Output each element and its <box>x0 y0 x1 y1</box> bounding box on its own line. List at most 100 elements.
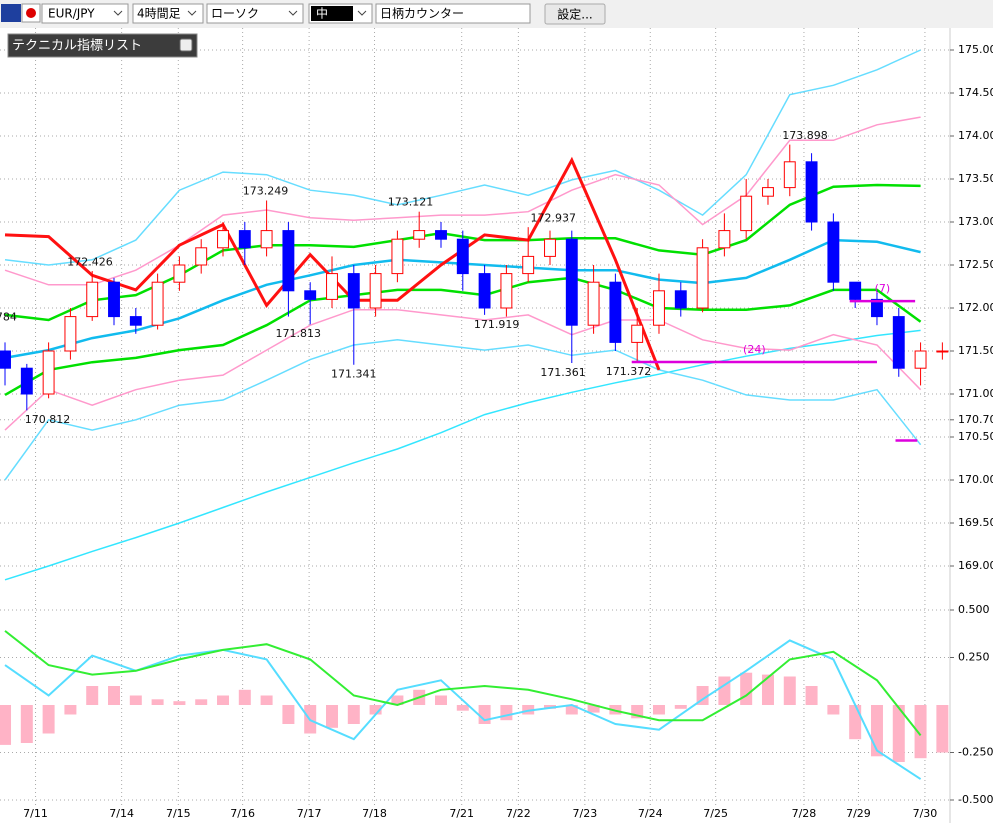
candle-body <box>522 255 535 275</box>
macd-bar <box>129 695 142 705</box>
macd-bar <box>652 705 665 715</box>
symbol: EUR/JPY <box>48 7 95 21</box>
macd-bar <box>783 676 796 705</box>
macd-bar <box>761 674 774 705</box>
candle-body <box>827 221 840 283</box>
chart-type-select[interactable] <box>206 3 304 24</box>
indicator-line <box>4 116 921 286</box>
level-label: (7) <box>875 282 891 295</box>
tool-field[interactable] <box>375 3 531 24</box>
indicator-line <box>4 276 922 396</box>
candle-body <box>696 247 709 309</box>
macd-bar <box>0 705 12 745</box>
price-annotation: 171.919 <box>474 318 520 331</box>
price-annotation: 171.341 <box>331 368 377 381</box>
dropdown-arrow <box>288 10 298 16</box>
y-tick-label: 175.00 <box>958 43 993 56</box>
x-tick-label: 7/30 <box>913 807 938 820</box>
candle-body <box>456 238 469 275</box>
size: 中 <box>316 6 328 21</box>
candle-body <box>238 230 251 249</box>
axes: 175.00 174.50 174.00 173.50 173.00 172.50 172.… <box>23 43 993 820</box>
y-tick-label: 170.70 <box>958 413 993 426</box>
x-tick-label: 7/11 <box>23 807 48 820</box>
y-tick-label: 0.500 <box>958 603 990 616</box>
settings-button[interactable] <box>544 3 606 25</box>
y-tick-label: 172.00 <box>958 301 993 314</box>
candle-body <box>587 281 600 326</box>
candle-body <box>653 290 665 326</box>
macd-bar <box>892 705 905 762</box>
symbol-select[interactable] <box>41 3 129 24</box>
candle-body <box>86 281 99 318</box>
timeframe-select[interactable] <box>132 3 204 24</box>
candle-body <box>849 281 862 300</box>
collapse-button[interactable] <box>179 38 193 52</box>
macd-bar <box>282 705 295 724</box>
macd-bar <box>674 705 687 709</box>
price-annotation: 171.361 <box>540 366 586 379</box>
x-tick-label: 7/16 <box>230 807 255 820</box>
x-tick-label: 7/24 <box>638 807 663 820</box>
candle-body <box>347 273 360 309</box>
timeframe: 4時間足 <box>137 7 181 21</box>
macd-bar <box>478 705 491 724</box>
macd-bar <box>827 705 840 715</box>
indicator-list-bg <box>7 33 198 58</box>
x-tick-label: 7/25 <box>703 807 728 820</box>
macd-bar <box>260 695 273 705</box>
dropdown-arrow <box>113 10 123 16</box>
macd-bar <box>20 705 33 743</box>
y-tick-label: 170.50 <box>958 430 993 443</box>
candle-body <box>631 324 644 343</box>
grid <box>0 28 950 805</box>
candle-body <box>565 238 578 326</box>
candle-body <box>435 230 447 240</box>
candle-body <box>478 273 491 309</box>
x-tick-label: 7/15 <box>166 807 191 820</box>
candle-body <box>936 350 949 353</box>
y-tick-label: 174.50 <box>958 86 993 99</box>
macd-bar <box>369 705 382 715</box>
macd-bar <box>151 699 164 705</box>
indicator-line <box>4 339 922 481</box>
macd-bar <box>195 699 208 705</box>
macd-bar <box>587 705 600 713</box>
macd-bar <box>718 676 731 705</box>
candle-body <box>914 350 927 369</box>
price-annotation: 173.898 <box>782 129 828 142</box>
candle-body <box>326 273 338 300</box>
x-tick-label: 7/28 <box>792 807 817 820</box>
macd-bar <box>42 705 55 734</box>
flag-eu <box>1 4 21 22</box>
y-tick-label: 171.50 <box>958 344 993 357</box>
price-annotation: 171.784 <box>0 311 17 324</box>
candle-body <box>871 298 883 318</box>
candle-body <box>151 281 164 326</box>
macd-bar <box>456 705 469 711</box>
macd-bar <box>696 686 709 705</box>
y-tick-label: 169.50 <box>958 516 993 529</box>
y-tick-label: 170.00 <box>958 473 993 486</box>
candle-body <box>391 238 404 275</box>
price-annotation: 171.372 <box>606 365 652 378</box>
candle-body <box>108 281 120 318</box>
macd-bar <box>936 705 949 753</box>
price-annotation: 173.249 <box>243 185 289 198</box>
macd-bar <box>173 701 186 705</box>
macd-bar <box>108 686 121 705</box>
candle-body <box>369 273 382 309</box>
indicator-list-title: テクニカル指標リスト <box>12 39 142 54</box>
macd-bar <box>870 705 883 757</box>
size-swatch <box>311 6 353 21</box>
indicator-line <box>4 329 921 581</box>
x-tick-label: 7/18 <box>362 807 387 820</box>
settings-label: 設定... <box>557 7 592 22</box>
candle-body <box>805 161 818 223</box>
macd-bar <box>565 705 578 715</box>
candle-body <box>64 316 77 352</box>
tool: 日柄カウンター <box>380 7 464 21</box>
candle-body <box>892 316 905 369</box>
y-tick-label: 0.250 <box>958 651 990 664</box>
candle-body <box>217 230 229 249</box>
